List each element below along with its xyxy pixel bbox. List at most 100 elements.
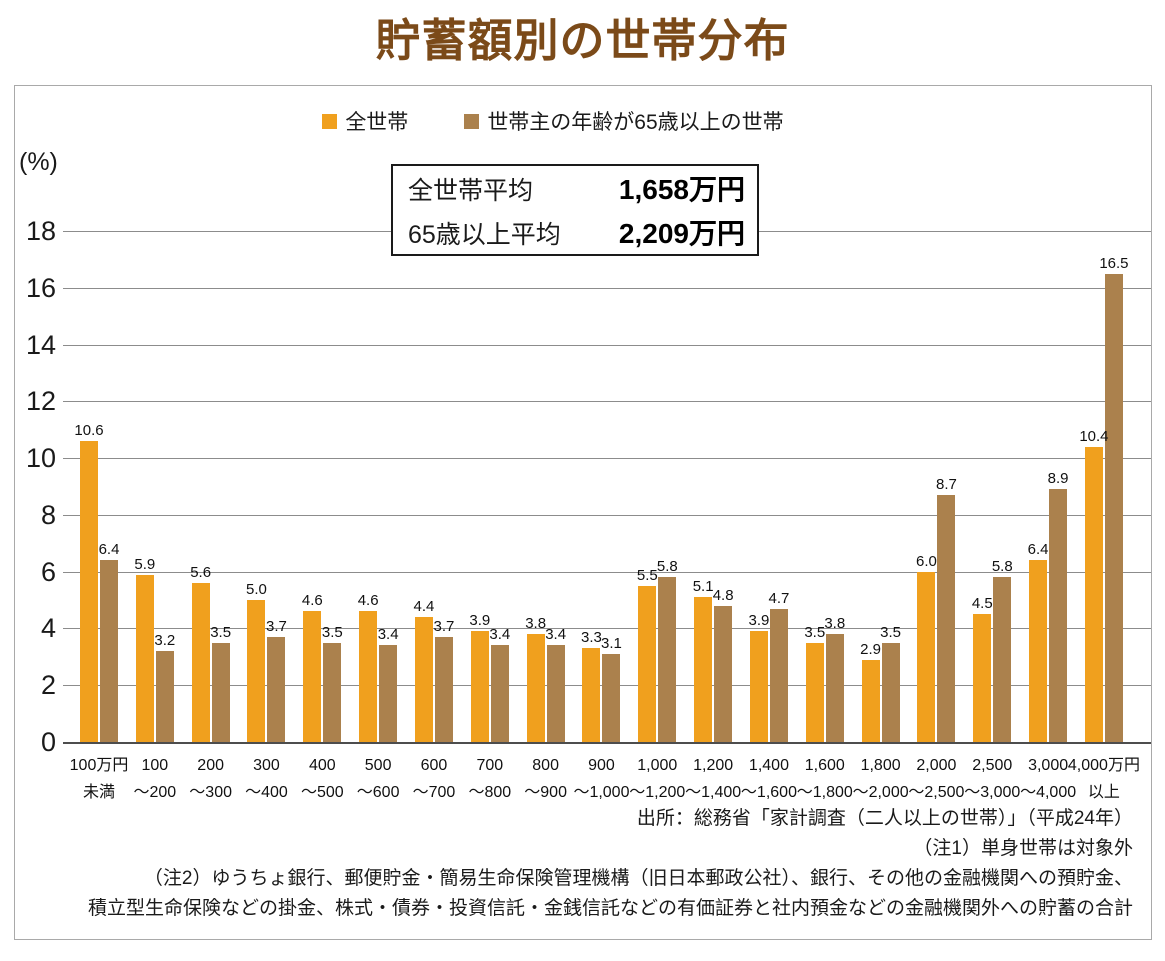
bar [526,634,545,742]
legend-item-all-households: 全世帯 [322,106,408,136]
bar-value-label: 5.1 [692,578,714,596]
bar [414,617,433,742]
bar-value-label: 5.9 [134,555,156,573]
bar [658,577,677,742]
note-2-line-2: 積立型生命保険などの掛金、株式・債券・投資信託・金銭信託などの有価証券と社内預金… [87,898,1133,919]
stat-label-elderly-average: 65歳以上平均 [408,221,561,249]
y-tick-label: 6 [40,556,56,587]
legend-swatch-orange-icon [322,113,338,129]
gridline [63,287,1151,289]
bar [359,611,378,742]
notes: 出所：総務省「家計調査（二人以上の世帯）」（平成24年） （注1）単身世帯は対象… [33,804,1133,924]
y-tick-label: 2 [40,670,56,701]
bar-value-label: 16.5 [1099,254,1129,272]
bar-value-label: 5.0 [246,581,267,599]
bar [881,642,900,742]
bar [135,574,154,742]
y-tick-label: 18 [25,216,56,246]
bar-value-label: 4.6 [301,592,323,610]
gridline [63,344,1151,346]
bar [1084,446,1103,742]
category-label: 600 ～700 [412,757,456,801]
bar-value-label: 6.4 [98,541,120,559]
bar [100,560,118,742]
legend-item-elderly-households: 世帯主の年齢が65歳以上の世帯 [464,106,784,136]
legend: 全世帯 世帯主の年齢が65歳以上の世帯 [15,106,1091,136]
y-tick-label: 8 [40,499,56,530]
bar [379,645,398,742]
category-label: 2,500 ～3,000 [964,757,1021,801]
bar-value-label: 2.9 [860,640,882,658]
bar [211,642,230,742]
y-tick-label: 0 [40,727,56,757]
category-label: 1,000 ～1,200 [629,757,686,801]
bar [1029,560,1048,742]
bar [434,636,453,742]
y-tick-label: 14 [25,329,56,360]
chart-panel: 全世帯 世帯主の年齢が65歳以上の世帯 (%) 全世帯平均 1,658万円 65… [14,85,1152,940]
category-label: 700 ～800 [468,757,512,801]
bar [825,634,844,742]
bar-value-label: 3.5 [210,623,232,641]
note-2-line-1: （注2）ゆうちょ銀行、郵便貯金・簡易生命保険管理機構（旧日本郵政公社）、銀行、そ… [143,868,1133,889]
bar [1049,489,1068,742]
bar-value-label: 3.1 [601,634,622,652]
category-label: 800 ～900 [524,757,567,801]
legend-label-all-households: 全世帯 [345,111,409,134]
bar [247,600,266,742]
y-tick-label: 16 [25,272,56,303]
category-label: 1,800 ～2,000 [852,757,909,801]
bar-value-label: 8.7 [936,476,957,494]
gridline [63,514,1151,516]
bar-value-label: 3.5 [880,623,902,641]
category-label: 1,400 ～1,600 [740,757,797,801]
bar [993,577,1012,742]
bar-value-label: 10.4 [1079,427,1109,445]
y-axis-unit-label: (%) [19,148,58,176]
category-label: 1,600 ～1,800 [796,757,853,801]
gridline [63,571,1151,573]
bar [714,605,733,742]
bar [470,631,489,742]
bar [490,645,509,742]
bar-value-label: 8.9 [1047,470,1069,488]
bar [323,642,342,742]
category-label: 1,200 ～1,400 [685,757,742,801]
bar [638,585,657,742]
legend-label-elderly-households: 世帯主の年齢が65歳以上の世帯 [487,111,784,134]
bar [1104,273,1123,742]
bar-value-label: 5.6 [190,564,212,582]
bar-value-label: 3.8 [525,615,547,633]
bar [303,611,322,742]
bar-value-label: 4.4 [413,598,435,616]
category-label: 100万円 未満 [69,757,129,801]
bar-value-label: 4.7 [768,589,790,607]
category-label: 100 ～200 [133,757,177,801]
bar-value-label: 3.7 [433,617,455,635]
y-tick-label: 10 [25,443,56,474]
bar [267,636,286,742]
bar [191,583,210,742]
bar [749,631,768,742]
category-label: 900 ～1,000 [573,757,630,801]
category-label: 400 ～500 [300,757,344,801]
bar [769,608,788,742]
legend-swatch-brown-icon [464,113,480,129]
bar-value-label: 4.8 [712,586,734,604]
category-label: 3,000 ～4,000 [1020,757,1077,801]
bar [155,651,174,742]
bar-value-label: 3.2 [154,632,176,650]
bar-value-label: 3.9 [748,612,770,630]
average-stats-box: 全世帯平均 1,658万円 65歳以上平均 2,209万円 [391,164,759,256]
stat-value-all-average: 1,658万円 [618,174,745,205]
bar-value-label: 6.4 [1027,541,1049,559]
bar-value-label: 10.6 [74,422,104,440]
page-title: 貯蓄額別の世帯分布 [375,15,790,66]
bar [917,571,936,742]
bar [694,597,713,742]
bar [602,653,621,742]
category-label: 500 ～600 [356,757,400,801]
note-1: （注1）単身世帯は対象外 [913,838,1133,859]
bar [973,614,992,742]
y-tick-label: 12 [25,386,56,417]
